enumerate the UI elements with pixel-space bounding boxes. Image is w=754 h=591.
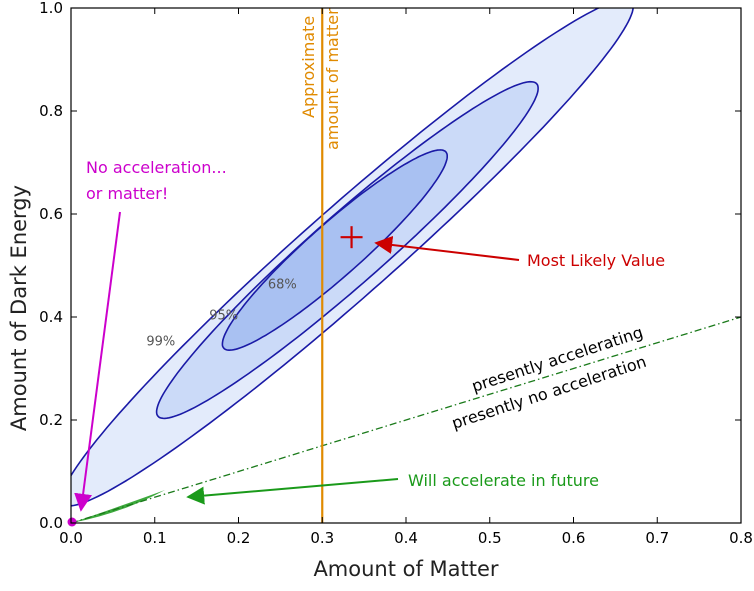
y-tick-label: 0.8 — [39, 102, 63, 120]
x-tick-label: 0.2 — [227, 529, 251, 547]
matter-label-line1: Approximate — [299, 16, 318, 118]
x-tick-label: 0.0 — [59, 529, 83, 547]
x-tick-label: 0.7 — [645, 529, 669, 547]
future-acceleration-arrow — [186, 478, 399, 505]
best-fit-marker — [340, 226, 363, 249]
no-acceleration-label-line2: or matter! — [86, 184, 168, 203]
matter-line-label-2: amount of matter — [323, 8, 342, 150]
contour-label-99: 99% — [146, 334, 175, 349]
contour-68-region — [221, 149, 449, 352]
no-acceleration-arrow — [74, 211, 121, 512]
contour-regions — [71, 8, 634, 507]
acceleration-divider-line — [70, 316, 742, 524]
x-tick-label: 0.8 — [729, 529, 753, 547]
x-tick-label: 0.5 — [478, 529, 502, 547]
matter-label-line2: amount of matter — [323, 8, 342, 150]
contour-label-68: 68% — [268, 278, 297, 293]
x-tick-label: 0.4 — [394, 529, 418, 547]
contour-labels: 99% 95% 68% — [146, 278, 296, 350]
matter-line-label: Approximate — [299, 16, 318, 118]
no-acceleration-point — [67, 517, 77, 527]
y-tick-label: 1.0 — [39, 0, 63, 17]
y-tick-label: 0.4 — [39, 308, 63, 326]
x-axis-ticks: 0.0 0.1 0.2 0.3 0.4 0.5 0.6 0.7 0.8 — [59, 8, 753, 547]
y-tick-label: 0.0 — [39, 514, 63, 532]
x-tick-label: 0.3 — [310, 529, 334, 547]
y-tick-label: 0.2 — [39, 411, 63, 429]
y-tick-label: 0.6 — [39, 205, 63, 223]
no-acceleration-label-line1: No acceleration... — [86, 158, 227, 177]
x-axis-title: Amount of Matter — [313, 557, 498, 581]
y-axis-ticks: 0.0 0.2 0.4 0.6 0.8 1.0 — [39, 0, 741, 532]
contour-label-95: 95% — [209, 309, 238, 324]
x-tick-label: 0.1 — [143, 529, 167, 547]
y-axis-title: Amount of Dark Energy — [7, 185, 31, 431]
x-tick-label: 0.6 — [562, 529, 586, 547]
most-likely-arrow — [374, 235, 520, 261]
future-acceleration-label: Will accelerate in future — [408, 471, 599, 490]
most-likely-label: Most Likely Value — [527, 251, 665, 270]
